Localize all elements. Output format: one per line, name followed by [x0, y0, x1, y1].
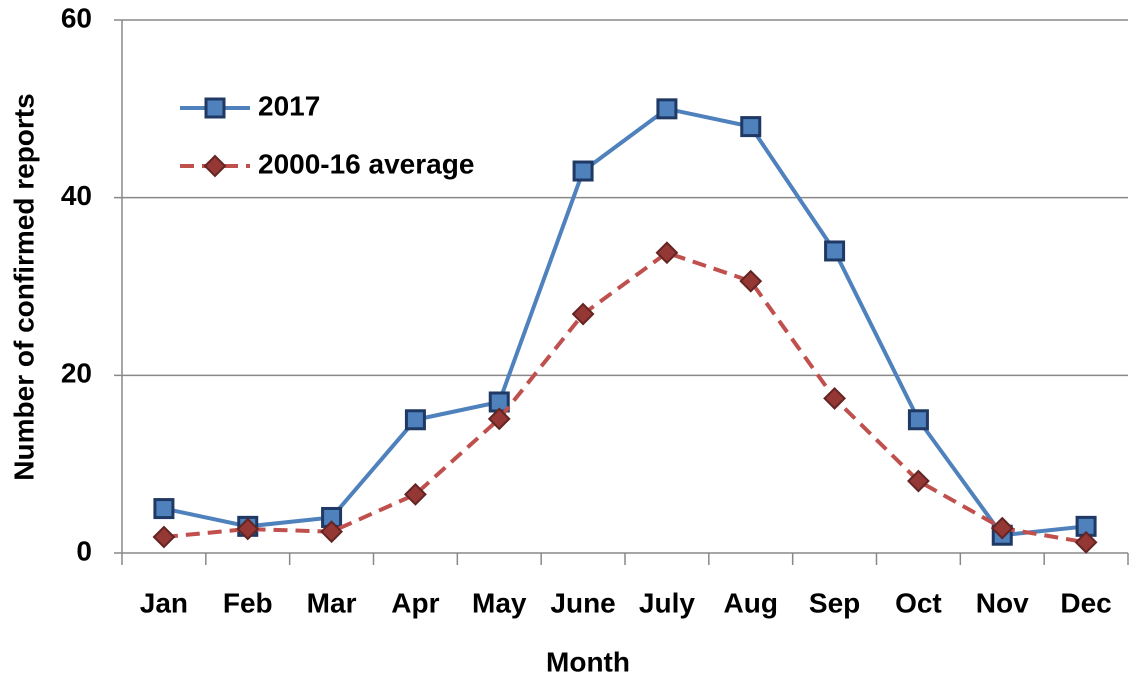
x-tick-label: Nov [976, 587, 1029, 618]
x-tick-label: Feb [223, 587, 273, 618]
y-tick-label: 20 [61, 358, 92, 389]
x-tick-label: Jan [140, 587, 188, 618]
data-point [152, 525, 176, 549]
x-tick-label: Mar [307, 587, 357, 618]
data-point [404, 409, 426, 431]
series-line [163, 250, 1087, 545]
legend-label: 2017 [258, 90, 320, 121]
data-point [487, 407, 511, 431]
data-point [656, 98, 678, 120]
legend-label: 2000-16 average [258, 148, 474, 179]
data-point [907, 409, 929, 431]
x-tick-label: Oct [895, 587, 942, 618]
data-point [153, 498, 175, 520]
data-point [572, 160, 594, 182]
x-tick-label: July [639, 587, 695, 618]
data-point [571, 302, 595, 326]
y-tick-label: 40 [61, 180, 92, 211]
data-point [990, 516, 1014, 540]
data-point [824, 240, 846, 262]
x-tick-label: Apr [391, 587, 439, 618]
y-tick-label: 60 [61, 2, 92, 33]
data-point [740, 116, 762, 138]
x-tick-label: Aug [724, 587, 778, 618]
data-point [320, 520, 343, 544]
data-point [907, 469, 930, 493]
data-point [739, 269, 763, 293]
x-tick-label: May [472, 587, 527, 618]
series-line [163, 106, 1087, 538]
x-axis-label: Month [546, 646, 630, 677]
legend-marker [204, 97, 226, 119]
x-tick-label: Sep [809, 587, 860, 618]
y-axis-label: Number of confirmed reports [8, 93, 39, 480]
x-tick-label: June [550, 587, 615, 618]
data-point [404, 482, 427, 506]
data-point [655, 241, 679, 265]
data-point [823, 387, 846, 410]
legend-marker [203, 154, 227, 178]
x-tick-label: Dec [1060, 587, 1111, 618]
data-point [236, 517, 260, 541]
data-point [1074, 530, 1098, 554]
y-tick-label: 0 [76, 535, 92, 566]
